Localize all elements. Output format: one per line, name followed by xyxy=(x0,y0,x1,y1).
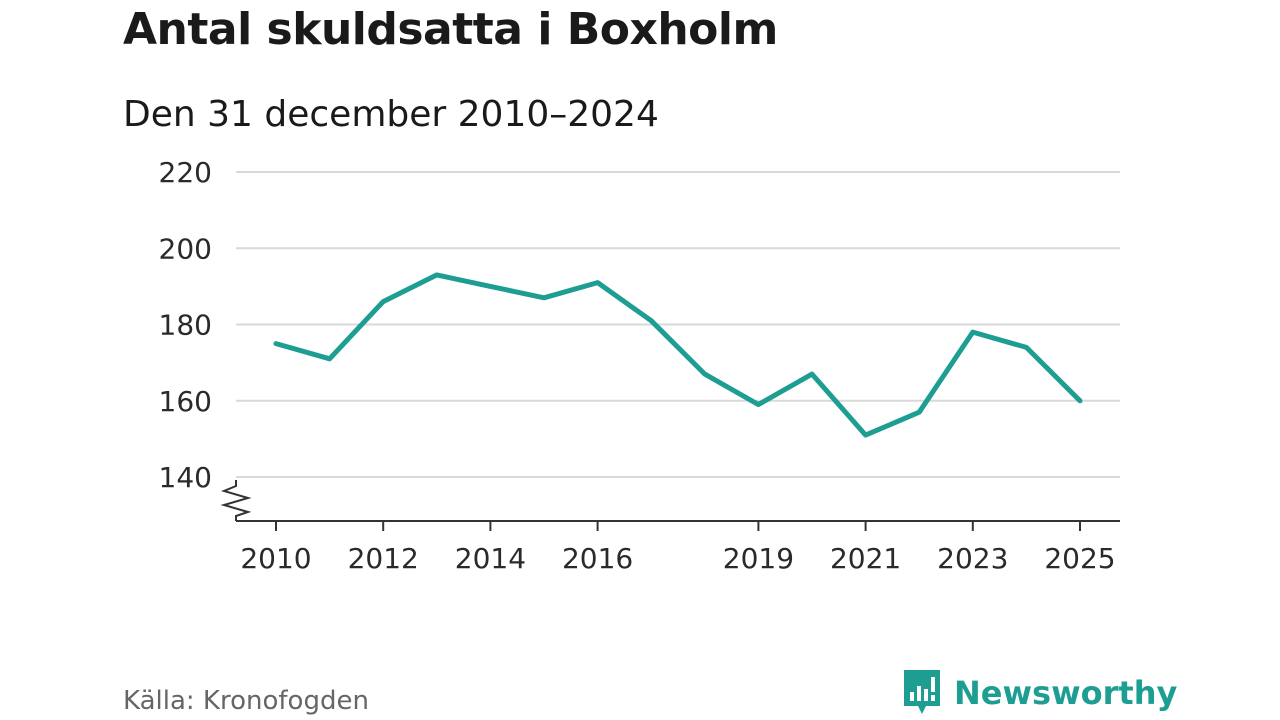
x-tick-label: 2025 xyxy=(1044,542,1115,575)
line-chart: 140 160 180 200 220 2010 2012 2014 2016 2019 2021… xyxy=(159,156,1120,575)
chart-subtitle: Den 31 december 2010–2024 xyxy=(123,94,659,135)
brand-name: Newsworthy xyxy=(954,674,1178,712)
x-tick-label: 2021 xyxy=(830,542,901,575)
newsworthy-logo: Newsworthy xyxy=(902,668,1177,718)
y-tick-label: 200 xyxy=(159,232,212,265)
y-tick-label: 160 xyxy=(159,385,212,418)
x-tick-label: 2014 xyxy=(455,542,526,575)
x-tick-label: 2019 xyxy=(723,542,794,575)
x-axis xyxy=(220,480,1120,531)
y-axis-break xyxy=(220,480,252,521)
series-layer xyxy=(273,272,1083,438)
y-tick-label: 180 xyxy=(159,309,212,342)
series-line xyxy=(273,272,1083,438)
newsworthy-logo-icon xyxy=(904,670,940,714)
x-tick-label: 2012 xyxy=(348,542,419,575)
source-note: Källa: Kronofogden xyxy=(123,686,369,716)
y-tick-label: 220 xyxy=(159,156,212,189)
x-tick-label: 2023 xyxy=(937,542,1008,575)
x-tick-label: 2016 xyxy=(562,542,633,575)
y-axis-tick-labels: 140 160 180 200 220 xyxy=(159,156,212,494)
gridlines xyxy=(236,171,1120,478)
chart-title: Antal skuldsatta i Boxholm xyxy=(123,4,778,55)
x-axis-tick-labels: 2010 2012 2014 2016 2019 2021 2023 2025 xyxy=(240,542,1115,575)
x-tick-label: 2010 xyxy=(240,542,311,575)
y-tick-label: 140 xyxy=(159,461,212,494)
